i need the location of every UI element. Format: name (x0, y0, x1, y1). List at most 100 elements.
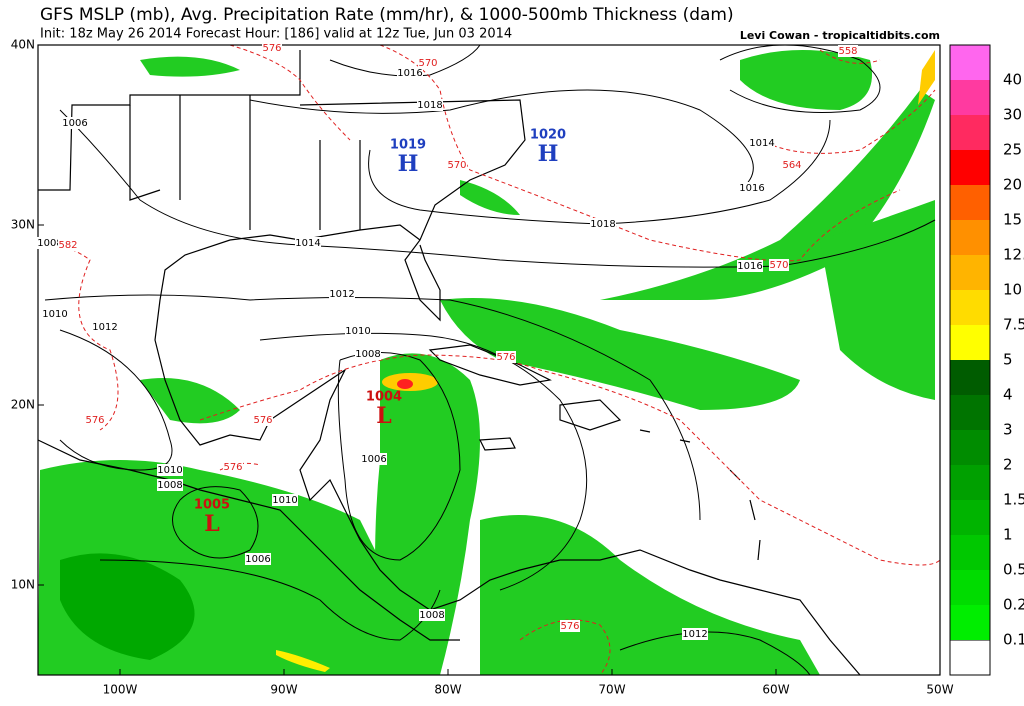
label-bg (42, 308, 68, 320)
label-bg (769, 259, 789, 271)
thickness-label: 582 (58, 240, 77, 251)
isobar-label: 1010 (42, 309, 67, 320)
label-bg (92, 321, 118, 333)
colorbar-swatch (950, 395, 990, 430)
label-bg (253, 414, 273, 426)
isobar-label: 1014 (295, 238, 320, 249)
pressure-letter: L (376, 403, 391, 429)
label-bg (682, 628, 708, 640)
thickness-label: 576 (85, 415, 104, 426)
label-bg (361, 453, 387, 465)
label-bg (157, 464, 183, 476)
lon-label: 60W (762, 683, 789, 697)
isobar-label: 1008 (37, 238, 62, 249)
label-bg (295, 237, 321, 249)
thickness-label: 576 (496, 352, 515, 363)
thickness-label: 570 (769, 260, 788, 271)
lat-label: 20N (11, 398, 35, 412)
pressure-value: 1020 (530, 128, 566, 143)
isobar-label: 1012 (329, 289, 354, 300)
label-bg (417, 99, 443, 111)
credit: Levi Cowan - tropicaltidbits.com (740, 29, 940, 42)
colorbar-label: 1 (1003, 526, 1013, 544)
colorbar-label: 20 (1003, 176, 1022, 194)
colorbar-label: 4 (1003, 386, 1013, 404)
colorbar-label: 3 (1003, 421, 1013, 439)
label-bg (245, 553, 271, 565)
colorbar-label: 25 (1003, 141, 1022, 159)
label-bg (749, 137, 775, 149)
colorbar-swatch (950, 325, 990, 360)
isobar-label: 1016 (397, 68, 422, 79)
colorbar-swatch (950, 290, 990, 325)
colorbar-swatch (950, 220, 990, 255)
label-bg (590, 218, 616, 230)
isobar-label: 1008 (157, 480, 182, 491)
lon-label: 80W (434, 683, 461, 697)
isobar-label: 1018 (417, 100, 442, 111)
isobar-label: 1014 (749, 138, 774, 149)
isobar-label: 1010 (157, 465, 182, 476)
thickness-label: 576 (223, 462, 242, 473)
colorbar-swatch (950, 150, 990, 185)
isobar-label: 1008 (355, 349, 380, 360)
lon-label: 70W (598, 683, 625, 697)
lat-label: 40N (11, 38, 35, 52)
colorbar-label: 1.5 (1003, 491, 1024, 509)
label-bg (496, 351, 516, 363)
colorbar-label: 2 (1003, 456, 1013, 474)
thickness-label: 576 (560, 621, 579, 632)
pressure-value: 1004 (366, 390, 402, 405)
isobar-label: 1012 (92, 322, 117, 333)
colorbar-label: 12.5 (1003, 246, 1024, 264)
isobar-label: 1006 (361, 454, 386, 465)
label-bg (737, 260, 763, 272)
colorbar-label: 0.1 (1003, 631, 1024, 649)
label-bg (782, 159, 802, 171)
label-bg (397, 67, 423, 79)
colorbar-swatch (950, 465, 990, 500)
colorbar-swatch (950, 430, 990, 465)
pressure-value: 1019 (390, 138, 426, 153)
isobar-label: 1008 (419, 610, 444, 621)
lon-label: 90W (270, 683, 297, 697)
thickness-label: 564 (782, 160, 801, 171)
lat-label: 10N (11, 578, 35, 592)
colorbar-swatch (950, 535, 990, 570)
lon-label: 50W (926, 683, 953, 697)
label-bg (329, 288, 355, 300)
label-bg (85, 414, 105, 426)
pressure-value: 1005 (194, 498, 230, 513)
colorbar-label: 5 (1003, 351, 1013, 369)
colorbar-label: 40 (1003, 71, 1022, 89)
isobar-label: 1016 (737, 261, 762, 272)
colorbar-swatch (950, 570, 990, 605)
label-bg (157, 479, 183, 491)
lon-label: 100W (103, 683, 138, 697)
colorbar-swatch (950, 360, 990, 395)
isobar-label: 1006 (245, 554, 270, 565)
label-bg (418, 57, 438, 69)
colorbar-swatch (950, 115, 990, 150)
colorbar-label: 10 (1003, 281, 1022, 299)
thickness-label: 570 (418, 58, 437, 69)
title: GFS MSLP (mb), Avg. Precipitation Rate (… (40, 5, 734, 25)
map-frame (37, 44, 941, 676)
label-bg (838, 45, 858, 57)
label-bg (262, 42, 282, 54)
isobar-label: 1006 (62, 118, 87, 129)
pressure-letter: L (204, 511, 219, 537)
isobar-label: 1012 (682, 629, 707, 640)
colorbar-swatch (950, 605, 990, 640)
label-bg (739, 182, 765, 194)
label-bg (223, 461, 243, 473)
label-bg (355, 348, 381, 360)
label-bg (419, 609, 445, 621)
colorbar-label: 0.5 (1003, 561, 1024, 579)
colorbar-empty (949, 639, 991, 676)
label-bg (37, 237, 63, 249)
thickness-label: 576 (253, 415, 272, 426)
label-bg (345, 325, 371, 337)
label-bg (560, 620, 580, 632)
